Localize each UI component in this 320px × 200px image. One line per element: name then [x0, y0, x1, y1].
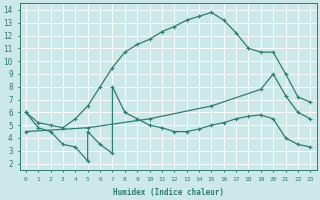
X-axis label: Humidex (Indice chaleur): Humidex (Indice chaleur)	[113, 188, 224, 197]
